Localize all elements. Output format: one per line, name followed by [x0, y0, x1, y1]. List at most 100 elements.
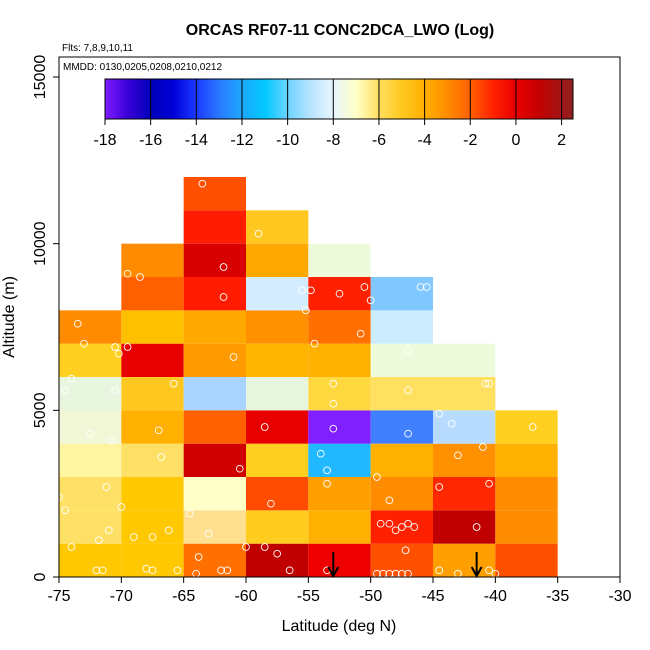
heatmap-cell — [121, 543, 184, 577]
heatmap-cell — [121, 477, 184, 511]
flights-annotation: Flts: 7,8,9,10,11 — [62, 43, 133, 54]
data-point — [102, 483, 111, 491]
data-point — [397, 523, 406, 531]
data-point — [273, 549, 282, 558]
x-tick-label: -35 — [546, 588, 569, 605]
colorbar-tick-label: -12 — [230, 132, 253, 149]
data-point — [260, 423, 269, 431]
data-point — [447, 419, 456, 428]
data-point — [391, 526, 400, 535]
data-point — [528, 423, 537, 431]
data-point — [111, 343, 119, 351]
data-point — [198, 179, 207, 188]
heatmap-cell — [370, 443, 433, 477]
heatmap-cell — [308, 310, 371, 344]
heatmap-cell — [433, 443, 496, 477]
data-point — [235, 464, 244, 473]
arrow-head — [470, 566, 483, 579]
data-point — [194, 553, 203, 561]
colorbar-ramp — [104, 78, 574, 120]
heatmap-cell — [246, 210, 309, 244]
heatmap-cell — [246, 510, 309, 544]
data-point — [154, 426, 163, 435]
colorbar-tick-label: -2 — [463, 132, 477, 149]
data-point — [267, 499, 275, 508]
heatmap-cell — [370, 377, 433, 411]
data-point — [435, 483, 444, 491]
heatmap-cell — [495, 543, 558, 577]
plot-border — [58, 56, 621, 578]
colorbar-tick-label: -8 — [326, 132, 340, 149]
heatmap-cell — [246, 343, 309, 377]
data-point — [98, 566, 107, 575]
data-point — [410, 523, 419, 531]
data-point — [323, 466, 331, 475]
data-point — [329, 424, 338, 433]
heatmap-cell — [59, 543, 122, 577]
y-tick-label: 0 — [32, 572, 49, 581]
x-axis: -75 -70 -65 -60 -55 -50 -45 -40 -35 -30 — [47, 577, 632, 605]
data-points — [55, 179, 537, 578]
data-point — [61, 506, 70, 515]
heatmap-cell — [183, 243, 246, 277]
x-axis-label: Latitude (deg N) — [282, 618, 397, 635]
heatmap-cell — [370, 277, 433, 311]
data-point — [107, 436, 116, 445]
heatmap-cell — [121, 243, 184, 277]
data-point — [485, 566, 493, 575]
heatmap-cell — [59, 510, 122, 544]
colorbar-tick-label: 2 — [557, 132, 566, 149]
data-point — [404, 429, 412, 438]
x-tick-label: -30 — [608, 588, 631, 605]
data-point — [285, 566, 294, 575]
heatmap-cell — [495, 510, 558, 544]
data-point — [329, 379, 338, 388]
heatmap-cell — [121, 277, 184, 311]
heatmap-cell — [183, 210, 246, 244]
heatmap-cell — [433, 377, 496, 411]
data-point — [80, 339, 88, 348]
data-point — [301, 306, 310, 315]
heatmap-cell — [433, 510, 496, 544]
data-point — [310, 339, 319, 348]
data-point — [335, 289, 344, 298]
heatmap-cell — [370, 343, 433, 377]
heatmap-cell — [246, 477, 309, 511]
heatmap-cells — [59, 177, 558, 577]
y-axis-label: Altitude (m) — [1, 276, 18, 358]
data-point — [404, 386, 412, 395]
heatmap-cell — [495, 477, 558, 511]
heatmap-cell — [246, 277, 309, 311]
y-tick-label: 5000 — [32, 392, 49, 428]
heatmap-cell — [308, 343, 371, 377]
colorbar-tick-label: -10 — [276, 132, 299, 149]
heatmap-cell — [246, 377, 309, 411]
y-tick-label: 15000 — [32, 55, 49, 100]
data-point — [472, 523, 481, 531]
data-point — [385, 519, 394, 528]
heatmap-cell — [59, 310, 122, 344]
x-tick-label: -70 — [110, 588, 133, 605]
data-point — [404, 346, 412, 355]
data-point — [67, 543, 76, 551]
x-tick-label: -50 — [359, 588, 382, 605]
data-point — [306, 286, 315, 295]
heatmap-cell — [121, 377, 184, 411]
y-tick-label: 10000 — [32, 221, 49, 266]
data-point — [92, 566, 101, 575]
heatmap-cell — [308, 543, 371, 577]
data-point — [129, 533, 138, 541]
colorbar: -18 -16 -14 -12 -10 -8 -6 -4 -2 0 2 — [93, 78, 574, 149]
heatmap-cell — [183, 310, 246, 344]
heatmap-cell — [246, 543, 309, 577]
data-point — [173, 566, 182, 575]
heatmap-cell — [183, 343, 246, 377]
data-point — [485, 379, 493, 388]
data-point — [260, 543, 269, 551]
data-point — [136, 273, 144, 281]
x-tick-label: -55 — [297, 588, 320, 605]
colorbar-tick-label: -18 — [93, 132, 116, 149]
data-point — [422, 283, 431, 291]
data-point — [316, 449, 325, 458]
data-point — [148, 566, 157, 575]
